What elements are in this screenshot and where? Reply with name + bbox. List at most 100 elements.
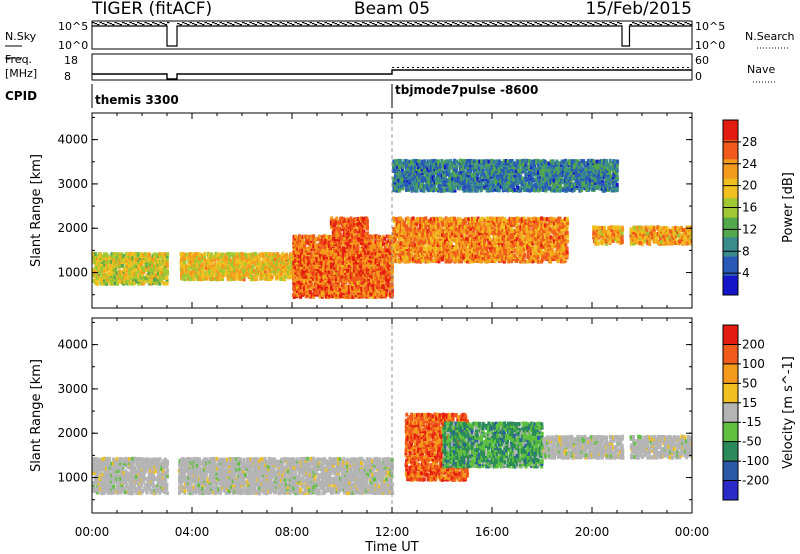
- freq-tick: 18: [64, 54, 78, 67]
- nsearch-sample: [317, 22, 320, 24]
- nave-sample: [542, 67, 544, 68]
- echo-cell: [237, 258, 241, 263]
- echo-cell: [385, 242, 389, 247]
- echo-cell: [190, 263, 194, 268]
- nsearch-sample: [199, 23, 202, 25]
- echo-cell: [374, 242, 378, 247]
- echo-cell: [404, 232, 408, 237]
- echo-cell: [354, 293, 358, 298]
- echo-cell: [342, 236, 346, 241]
- echo-cell: [201, 268, 205, 273]
- echo-cell: [435, 237, 439, 242]
- echo-cell: [278, 258, 282, 263]
- nsearch-sample: [579, 22, 582, 24]
- echo-cell: [385, 240, 388, 245]
- echo-cell: [326, 292, 329, 297]
- echo-cell: [442, 236, 446, 241]
- nsearch-sample: [649, 23, 652, 25]
- echo-cell: [242, 264, 246, 269]
- echo-cell: [344, 247, 348, 252]
- echo-cell: [509, 235, 513, 240]
- echo-cell: [252, 268, 256, 273]
- echo-cell: [326, 276, 330, 281]
- echo-cell: [283, 256, 287, 261]
- echo-cell: [304, 287, 308, 291]
- echo-cell: [294, 234, 298, 239]
- echo-cell: [370, 282, 374, 287]
- echo-cell: [476, 235, 480, 239]
- echo-cell: [310, 252, 314, 257]
- echo-cell: [497, 228, 501, 233]
- nsearch-sample: [142, 24, 145, 26]
- echo-cell: [426, 259, 430, 264]
- echo-cell: [308, 259, 312, 263]
- echo-cell: [478, 241, 482, 246]
- nsearch-sample: [144, 22, 147, 24]
- echo-cell: [103, 256, 106, 261]
- echo-cell: [360, 294, 364, 299]
- nsearch-sample: [602, 22, 605, 24]
- echo-cell: [231, 252, 235, 257]
- echo-cell: [196, 266, 200, 271]
- echo-cell: [280, 266, 283, 271]
- nsearch-sample: [334, 23, 337, 25]
- nsearch-sample: [307, 24, 310, 26]
- echo-cell: [104, 273, 108, 278]
- echo-cell: [546, 241, 550, 246]
- echo-cell: [306, 246, 310, 251]
- echo-cell: [343, 256, 347, 261]
- echo-cell: [365, 284, 369, 289]
- echo-cell: [481, 229, 485, 233]
- echo-cell: [364, 246, 368, 251]
- echo-cell: [529, 219, 533, 224]
- echo-cell: [146, 252, 150, 257]
- nsearch-sample: [349, 23, 352, 25]
- echo-cell: [411, 221, 415, 226]
- echo-cell: [303, 264, 307, 269]
- echo-cell: [140, 279, 144, 284]
- echo-cell: [160, 258, 164, 262]
- echo-cell: [458, 238, 462, 243]
- echo-cell: [367, 294, 371, 299]
- nsearch-sample: [404, 24, 407, 26]
- echo-cell: [346, 294, 350, 299]
- nave-sample: [422, 67, 424, 68]
- echo-cell: [333, 227, 337, 232]
- echo-cell: [331, 284, 335, 289]
- echo-cell: [392, 229, 396, 234]
- echo-cell: [520, 247, 524, 252]
- echo-cell: [246, 254, 250, 259]
- echo-cell: [428, 243, 432, 247]
- echo-cell: [388, 260, 392, 265]
- echo-cell: [374, 292, 378, 297]
- echo-cell: [548, 243, 552, 248]
- echo-cell: [419, 235, 423, 239]
- echo-cell: [340, 235, 344, 240]
- echo-cell: [361, 270, 365, 275]
- nsearch-sample: [464, 24, 467, 26]
- nsearch-sample: [314, 24, 317, 26]
- echo-cell: [217, 260, 221, 265]
- echo-cell: [553, 244, 557, 249]
- echo-cell: [203, 276, 207, 281]
- echo-cell: [301, 292, 304, 297]
- echo-cell: [360, 229, 364, 234]
- nsearch-sample: [254, 24, 257, 26]
- echo-cell: [431, 247, 435, 251]
- echo-cell: [473, 216, 477, 221]
- echo-cell: [370, 274, 374, 279]
- echo-cell: [540, 238, 544, 243]
- echo-cell: [212, 254, 215, 259]
- nsearch-sample: [279, 22, 282, 24]
- nsearch-sample: [499, 23, 502, 25]
- echo-cell: [539, 245, 543, 250]
- echo-cell: [381, 256, 385, 261]
- nsearch-sample: [407, 22, 410, 24]
- nsearch-sample: [609, 22, 612, 24]
- echo-cell: [324, 252, 328, 257]
- echo-cell: [528, 235, 532, 240]
- nave-sample: [492, 67, 494, 68]
- echo-cell: [363, 290, 367, 295]
- echo-cell: [240, 268, 244, 273]
- echo-cell: [410, 249, 413, 254]
